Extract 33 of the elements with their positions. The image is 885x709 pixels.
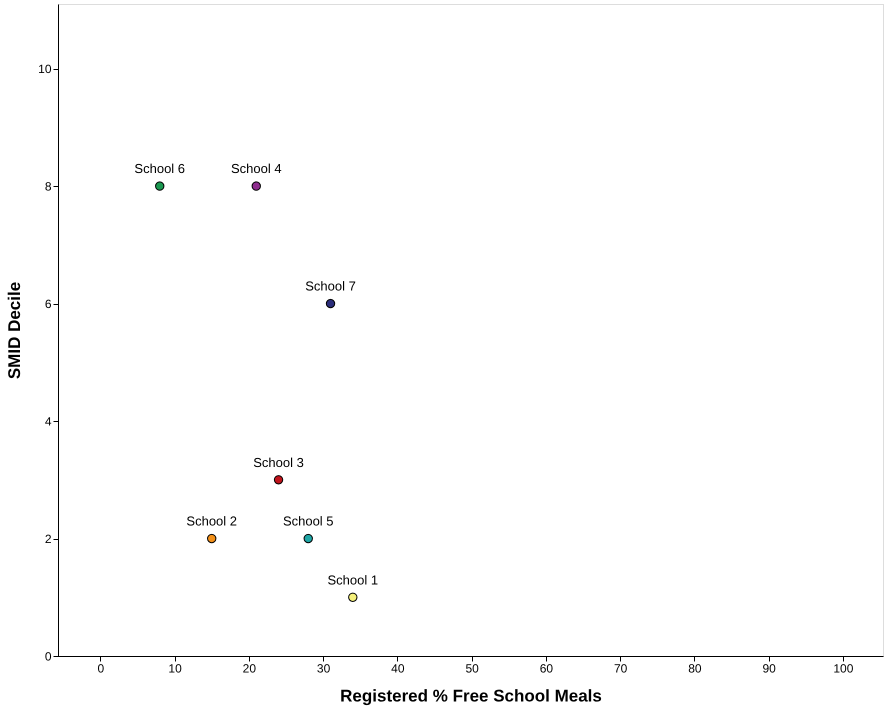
point bbox=[304, 534, 313, 544]
point bbox=[348, 592, 358, 602]
x-tick-label: 100 bbox=[833, 662, 854, 676]
y-tick-label: 4 bbox=[44, 414, 52, 429]
series-label: School 7 bbox=[305, 278, 356, 294]
x-tick-label: 40 bbox=[391, 662, 405, 676]
x-tick-label: 80 bbox=[688, 662, 702, 676]
x-tick-label: 30 bbox=[316, 662, 331, 676]
x-tick-label: 70 bbox=[614, 662, 628, 676]
x-tick-label: 20 bbox=[242, 662, 256, 676]
series-label: School 5 bbox=[282, 514, 334, 529]
x-axis-title: Registered % Free School Meals bbox=[340, 686, 602, 706]
point bbox=[326, 298, 336, 308]
point bbox=[274, 475, 284, 484]
y-tick-label: 10 bbox=[38, 62, 52, 76]
x-tick-label: 10 bbox=[168, 662, 182, 676]
point bbox=[252, 181, 261, 191]
x-tick-label: 50 bbox=[465, 662, 480, 676]
y-tick-label: 6 bbox=[44, 297, 52, 312]
x-tick-label: 90 bbox=[762, 662, 776, 676]
series-label: School 6 bbox=[134, 161, 186, 176]
point bbox=[155, 181, 164, 191]
x-tick-label: 0 bbox=[97, 662, 104, 676]
point bbox=[207, 534, 216, 544]
y-axis-title: SMID Decile bbox=[5, 282, 24, 380]
series-label: School 3 bbox=[253, 454, 304, 470]
series-label: School 4 bbox=[230, 161, 282, 176]
x-tick-label: 60 bbox=[540, 662, 554, 676]
series-label: School 2 bbox=[186, 514, 238, 529]
series-label: School 1 bbox=[328, 572, 378, 588]
y-tick-label: 2 bbox=[44, 532, 52, 546]
y-tick-label: 8 bbox=[44, 180, 52, 194]
y-tick-label: 0 bbox=[44, 650, 52, 664]
